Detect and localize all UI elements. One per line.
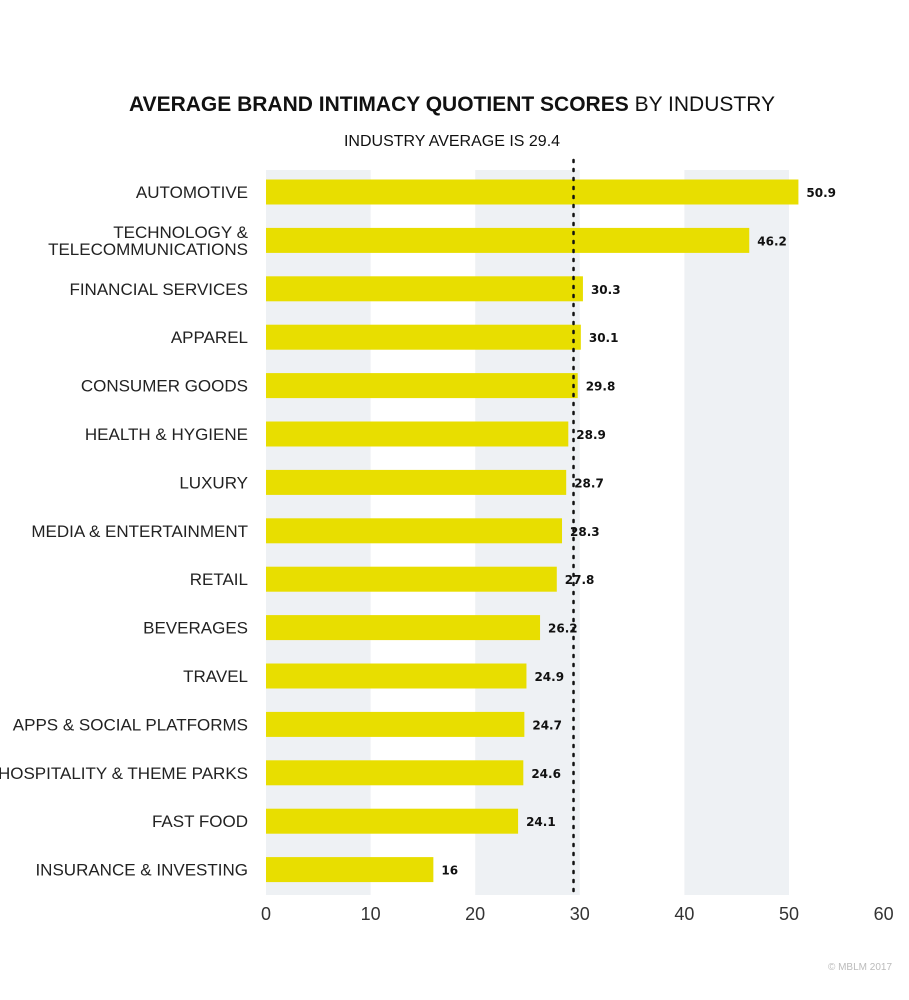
value-label: 50.9: [806, 186, 836, 200]
value-label: 24.9: [534, 670, 564, 684]
value-label: 24.7: [532, 718, 562, 732]
chart-title-bold: AVERAGE BRAND INTIMACY QUOTIENT SCORES: [129, 93, 629, 116]
category-label: APPAREL: [171, 328, 248, 347]
value-label: 26.2: [548, 622, 578, 636]
value-label: 46.2: [757, 234, 787, 248]
value-label: 29.8: [586, 380, 616, 394]
value-label: 28.9: [576, 428, 606, 442]
bar: [266, 566, 557, 592]
bar: [266, 373, 578, 399]
category-label: HOSPITALITY & THEME PARKS: [0, 764, 248, 783]
value-label: 27.8: [565, 573, 595, 587]
bar: [266, 518, 563, 544]
category-label: APPS & SOCIAL PLATFORMS: [13, 715, 248, 734]
chart-title: AVERAGE BRAND INTIMACY QUOTIENT SCORES B…: [129, 93, 775, 116]
category-label: MEDIA & ENTERTAINMENT: [31, 522, 248, 541]
chart-subtitle: INDUSTRY AVERAGE IS 29.4: [344, 133, 560, 150]
bar: [266, 179, 799, 205]
category-label: INSURANCE & INVESTING: [35, 861, 248, 880]
bar: [266, 857, 434, 883]
category-label: LUXURY: [179, 473, 248, 492]
category-label: TECHNOLOGY & TELECOMMUNICATIONS: [48, 223, 249, 259]
bar: [266, 615, 541, 641]
category-label: AUTOMOTIVE: [136, 183, 248, 202]
category-label: HEALTH & HYGIENE: [85, 425, 248, 444]
category-label: FINANCIAL SERVICES: [69, 280, 248, 299]
x-tick-label: 30: [570, 904, 590, 924]
value-label: 16: [441, 864, 458, 878]
category-label: TRAVEL: [183, 667, 248, 686]
bar: [266, 469, 567, 495]
x-tick-label: 10: [361, 904, 381, 924]
credit: © MBLM 2017: [828, 962, 893, 973]
value-label: 28.7: [574, 476, 604, 490]
value-label: 24.6: [531, 767, 561, 781]
background-band: [684, 170, 789, 895]
x-tick-label: 60: [874, 904, 894, 924]
category-label: CONSUMER GOODS: [81, 377, 248, 396]
x-tick-label: 50: [779, 904, 799, 924]
bar: [266, 324, 581, 350]
category-label: BEVERAGES: [143, 619, 248, 638]
value-label: 28.3: [570, 525, 600, 539]
category-label: RETAIL: [190, 570, 248, 589]
value-label: 24.1: [526, 815, 556, 829]
x-tick-label: 40: [674, 904, 694, 924]
category-label: FAST FOOD: [152, 812, 248, 831]
x-tick-label: 20: [465, 904, 485, 924]
bar: [266, 663, 527, 689]
x-tick-label: 0: [261, 904, 271, 924]
bar: [266, 808, 519, 834]
bar: [266, 227, 750, 253]
chart-title-rest: BY INDUSTRY: [635, 93, 775, 116]
bar: [266, 421, 569, 447]
bar: [266, 760, 524, 786]
value-label: 30.3: [591, 283, 621, 297]
value-label: 30.1: [589, 331, 619, 345]
bar: [266, 711, 525, 737]
bar: [266, 276, 583, 302]
